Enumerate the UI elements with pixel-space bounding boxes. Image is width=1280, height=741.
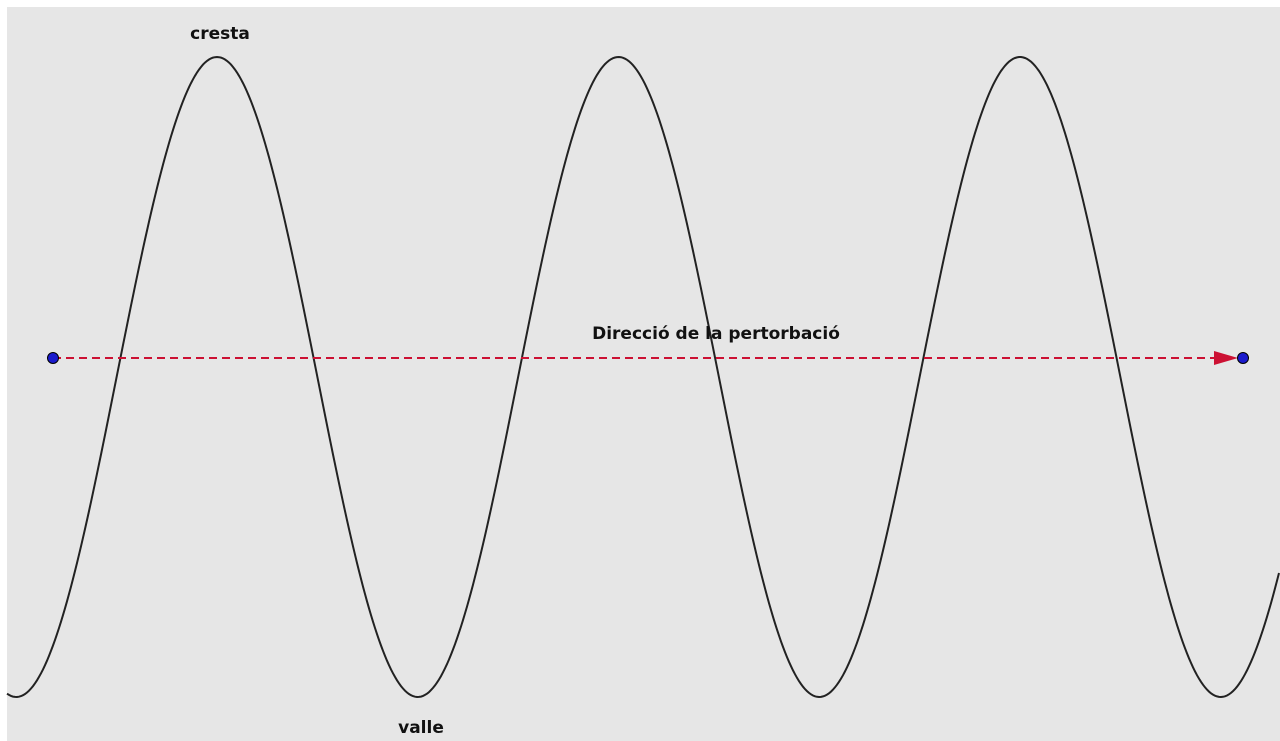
wave xyxy=(6,55,1280,699)
direction-label: Direcció de la pertorbació xyxy=(592,324,840,344)
background xyxy=(7,7,1280,741)
end-point xyxy=(1237,352,1249,364)
direction-arrowhead xyxy=(1214,351,1238,365)
trough-label: valle xyxy=(398,718,444,738)
start-point xyxy=(47,352,59,364)
crest-label: cresta xyxy=(190,24,250,44)
